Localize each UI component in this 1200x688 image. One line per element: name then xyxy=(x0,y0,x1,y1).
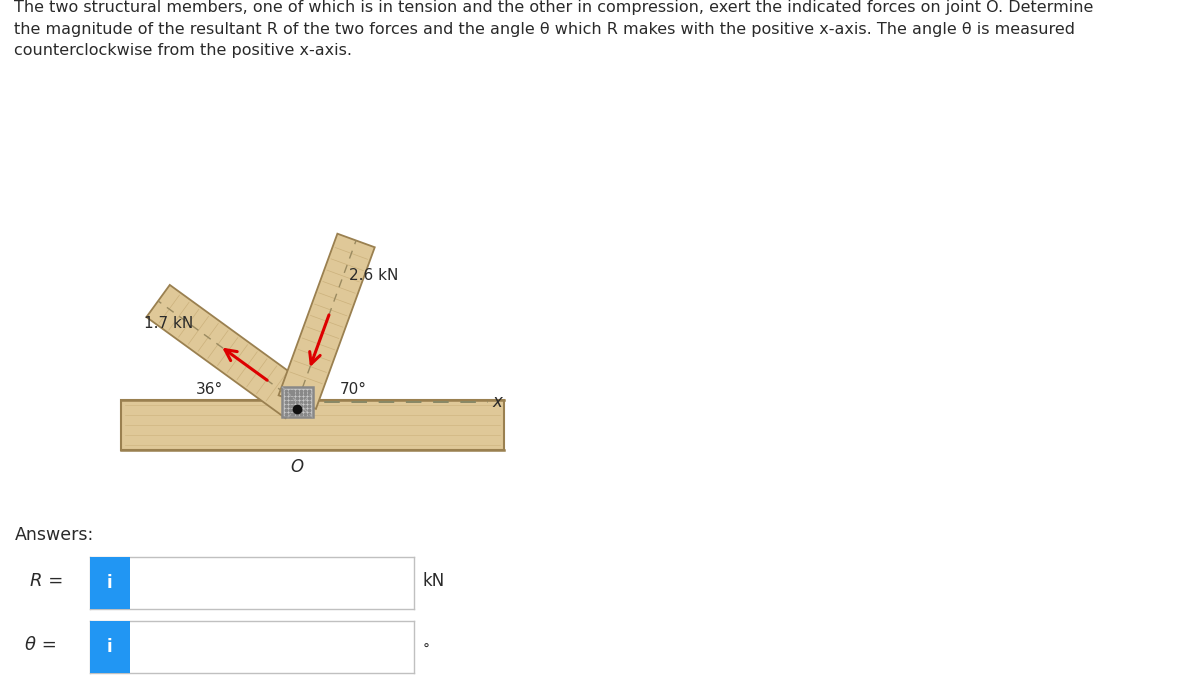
Polygon shape xyxy=(121,400,504,450)
Text: kN: kN xyxy=(422,572,445,590)
Text: 1.7 kN: 1.7 kN xyxy=(144,316,193,331)
Polygon shape xyxy=(146,285,308,418)
Text: i: i xyxy=(107,638,113,656)
Text: x: x xyxy=(492,393,502,411)
Text: The two structural members, one of which is in tension and the other in compress: The two structural members, one of which… xyxy=(14,0,1093,58)
Text: Answers:: Answers: xyxy=(14,526,94,544)
Text: R =: R = xyxy=(30,572,64,590)
Text: 36°: 36° xyxy=(196,382,223,397)
Text: °: ° xyxy=(422,643,430,657)
Text: 70°: 70° xyxy=(340,382,366,397)
Polygon shape xyxy=(278,234,374,409)
Text: O: O xyxy=(290,458,304,476)
Text: θ =: θ = xyxy=(25,636,58,654)
Bar xyxy=(282,387,312,418)
Text: i: i xyxy=(107,574,113,592)
Text: 2.6 kN: 2.6 kN xyxy=(349,268,398,283)
